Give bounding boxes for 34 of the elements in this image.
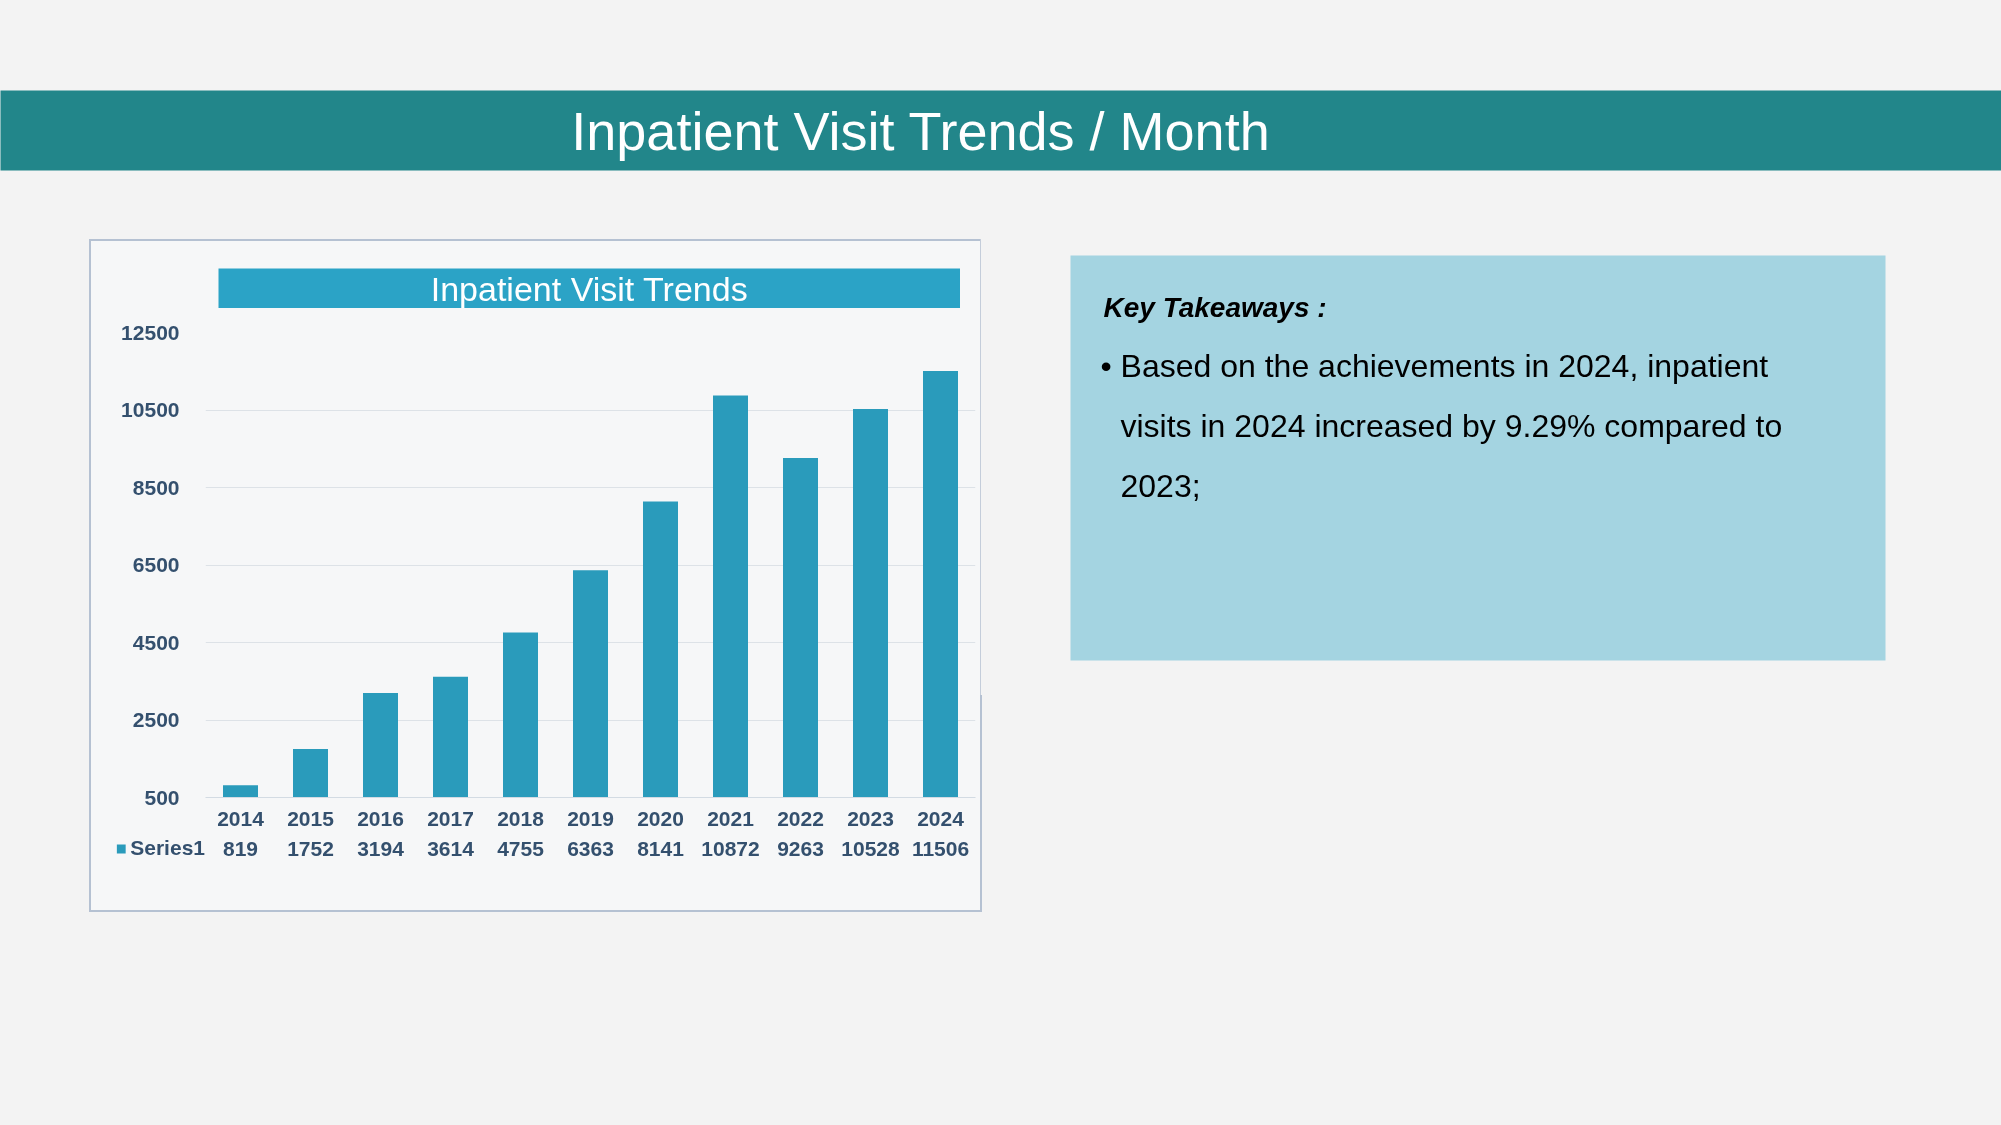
data-label: 8141 bbox=[637, 836, 685, 860]
y-tick-label: 4500 bbox=[132, 630, 180, 654]
y-tick-label: 10500 bbox=[121, 398, 180, 421]
data-label: 3614 bbox=[427, 836, 475, 860]
y-tick-label: 8500 bbox=[132, 475, 180, 499]
x-tick-label: 2020 bbox=[637, 806, 684, 830]
x-tick-label: 2015 bbox=[287, 806, 335, 830]
legend-label: Series1 bbox=[130, 836, 205, 860]
text: • Based on the achievements in 2024, inpatient visits in 2024 increased by 9.29% compared to 2023; bbox=[1100, 347, 1783, 504]
x-tick-label: 2018 bbox=[497, 806, 545, 830]
text: Key Takeaways : bbox=[1103, 292, 1327, 323]
x-tick-label: 2014 bbox=[217, 806, 265, 830]
data-label: 10528 bbox=[841, 836, 901, 860]
x-tick-label: 2019 bbox=[567, 806, 614, 830]
data-label: 819 bbox=[222, 836, 259, 860]
x-tick-label: 2024 bbox=[917, 806, 965, 830]
x-tick-label: 2023 bbox=[847, 806, 894, 830]
x-tick-label: 2022 bbox=[777, 806, 824, 830]
data-label: 9263 bbox=[777, 836, 824, 860]
y-tick-label: 500 bbox=[144, 785, 180, 809]
chart-title: Inpatient Visit Trends / Month bbox=[571, 100, 1270, 161]
x-tick-label: 2016 bbox=[357, 806, 404, 830]
data-label: 1752 bbox=[287, 836, 334, 860]
data-label: 6363 bbox=[567, 836, 614, 860]
y-tick-label: 12500 bbox=[121, 320, 180, 344]
data-label: 4755 bbox=[497, 836, 545, 860]
x-tick-label: 2017 bbox=[427, 806, 474, 830]
x-tick-label: 2021 bbox=[707, 806, 755, 830]
data-label: 3194 bbox=[357, 836, 405, 860]
data-label: 11506 bbox=[911, 836, 970, 860]
data-label: 10872 bbox=[701, 836, 760, 860]
y-tick-label: 2500 bbox=[132, 708, 180, 731]
chart-subtitle: Inpatient Visit Trends bbox=[430, 269, 748, 308]
y-tick-label: 6500 bbox=[132, 553, 180, 576]
